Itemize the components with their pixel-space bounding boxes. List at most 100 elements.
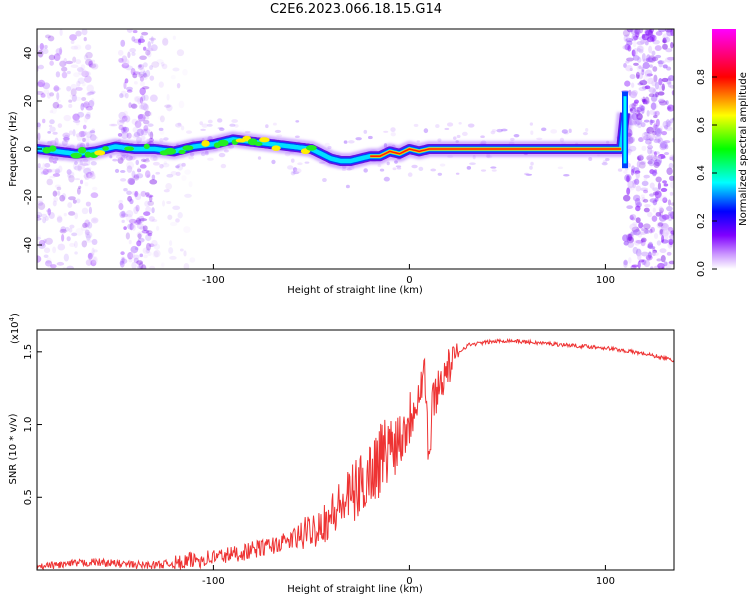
noise-speckle [667,213,673,222]
noise-speckle [82,222,88,229]
noise-speckle [37,49,44,58]
noise-speckle [167,214,173,220]
noise-speckle [184,169,191,175]
noise-speckle [84,239,93,243]
band-halo [90,174,96,180]
noise-speckle [662,39,668,44]
noise-speckle [131,170,136,179]
noise-speckle [49,92,55,97]
noise-speckle [122,58,130,66]
noise-speckle [138,64,142,68]
noise-speckle [652,199,658,206]
noise-speckle [668,162,674,169]
band-halo [199,121,204,126]
noise-speckle [133,132,141,138]
noise-speckle [119,155,126,161]
noise-speckle [128,178,136,186]
noise-speckle [37,202,46,211]
noise-speckle [640,122,646,128]
noise-speckle [86,84,94,93]
noise-speckle [52,101,60,109]
noise-speckle [656,240,662,246]
noise-speckle [644,85,651,90]
noise-speckle [147,41,152,49]
noise-speckle [169,255,177,260]
noise-speckle [72,162,77,170]
noise-speckle [659,100,667,106]
noise-speckle [83,101,90,109]
noise-speckle [648,159,655,167]
noise-speckle [125,65,134,71]
noise-speckle [161,262,165,267]
noise-speckle [88,252,93,259]
noise-speckle [638,259,645,263]
noise-speckle [81,70,90,78]
noise-speckle [136,217,141,224]
noise-speckle [123,188,128,192]
snr-series-line [37,337,674,570]
noise-speckle [655,211,662,217]
noise-speckle [665,100,669,105]
band-halo [491,169,497,172]
band-halo [207,119,213,124]
noise-speckle [666,167,673,176]
noise-speckle [642,62,650,70]
band-halo [46,168,53,174]
noise-speckle [162,162,170,168]
noise-speckle [123,126,127,132]
band-halo [430,168,437,172]
noise-speckle [671,137,674,143]
noise-speckle [647,251,652,259]
noise-speckle [143,254,148,259]
band-peak [94,150,106,156]
noise-speckle [134,190,139,197]
noise-speckle [120,258,128,264]
noise-speckle [649,198,658,203]
band-halo [244,130,251,134]
noise-speckle [140,128,149,136]
noise-speckle [657,91,665,96]
noise-speckle [62,137,70,141]
noise-speckle [85,58,93,66]
band-halo [456,134,461,139]
noise-speckle [180,125,185,131]
noise-speckle [662,230,669,237]
noise-speckle [646,128,650,132]
noise-speckle [137,113,146,122]
noise-speckle [631,226,640,233]
noise-speckle [642,198,649,203]
noise-speckle [132,134,140,139]
noise-speckle [636,40,645,46]
noise-speckle [75,30,82,37]
noise-speckle [635,205,641,212]
band-halo [605,157,610,162]
noise-speckle [657,182,662,190]
band-halo [119,119,125,123]
noise-speckle [55,99,61,103]
noise-speckle [81,96,87,101]
noise-speckle [660,222,669,231]
noise-speckle [132,71,141,75]
noise-speckle [631,112,638,121]
noise-speckle [143,211,151,216]
noise-speckle [666,104,674,112]
noise-speckle [59,29,63,37]
noise-speckle [158,81,164,88]
spike-core [623,96,627,164]
noise-speckle [639,104,643,110]
noise-speckle [47,208,51,216]
noise-speckle [626,187,631,196]
noise-speckle [652,170,657,177]
noise-speckle [661,131,668,136]
noise-speckle [632,119,640,125]
noise-speckle [632,40,637,48]
noise-speckle [633,47,638,56]
noise-speckle [626,175,630,183]
noise-speckle [39,167,44,176]
noise-speckle [145,248,150,254]
band-halo [411,164,418,169]
band-halo [446,122,454,127]
noise-speckle [179,248,184,252]
band-halo [396,166,402,170]
noise-speckle [87,252,93,260]
